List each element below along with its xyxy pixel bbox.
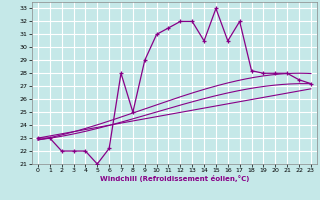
X-axis label: Windchill (Refroidissement éolien,°C): Windchill (Refroidissement éolien,°C) <box>100 175 249 182</box>
